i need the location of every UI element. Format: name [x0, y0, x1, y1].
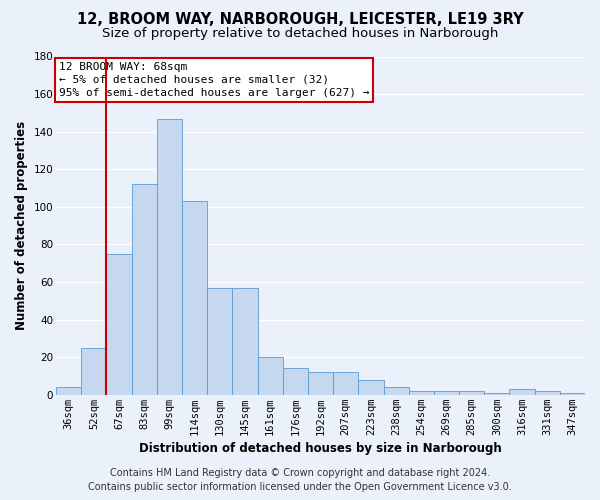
Bar: [308, 372, 333, 395]
Bar: [434, 391, 459, 395]
X-axis label: Distribution of detached houses by size in Narborough: Distribution of detached houses by size …: [139, 442, 502, 455]
Bar: [409, 391, 434, 395]
Text: Contains HM Land Registry data © Crown copyright and database right 2024.
Contai: Contains HM Land Registry data © Crown c…: [88, 468, 512, 492]
Bar: [484, 393, 509, 395]
Text: 12 BROOM WAY: 68sqm
← 5% of detached houses are smaller (32)
95% of semi-detache: 12 BROOM WAY: 68sqm ← 5% of detached hou…: [59, 62, 369, 98]
Bar: [459, 391, 484, 395]
Bar: [232, 288, 257, 395]
Bar: [131, 184, 157, 395]
Bar: [207, 288, 232, 395]
Bar: [383, 388, 409, 395]
Y-axis label: Number of detached properties: Number of detached properties: [15, 121, 28, 330]
Bar: [81, 348, 106, 395]
Bar: [535, 391, 560, 395]
Bar: [509, 389, 535, 395]
Bar: [56, 388, 81, 395]
Text: Size of property relative to detached houses in Narborough: Size of property relative to detached ho…: [102, 28, 498, 40]
Bar: [257, 357, 283, 395]
Bar: [157, 118, 182, 395]
Bar: [182, 201, 207, 395]
Text: 12, BROOM WAY, NARBOROUGH, LEICESTER, LE19 3RY: 12, BROOM WAY, NARBOROUGH, LEICESTER, LE…: [77, 12, 523, 28]
Bar: [358, 380, 383, 395]
Bar: [106, 254, 131, 395]
Bar: [333, 372, 358, 395]
Bar: [560, 393, 585, 395]
Bar: [283, 368, 308, 395]
